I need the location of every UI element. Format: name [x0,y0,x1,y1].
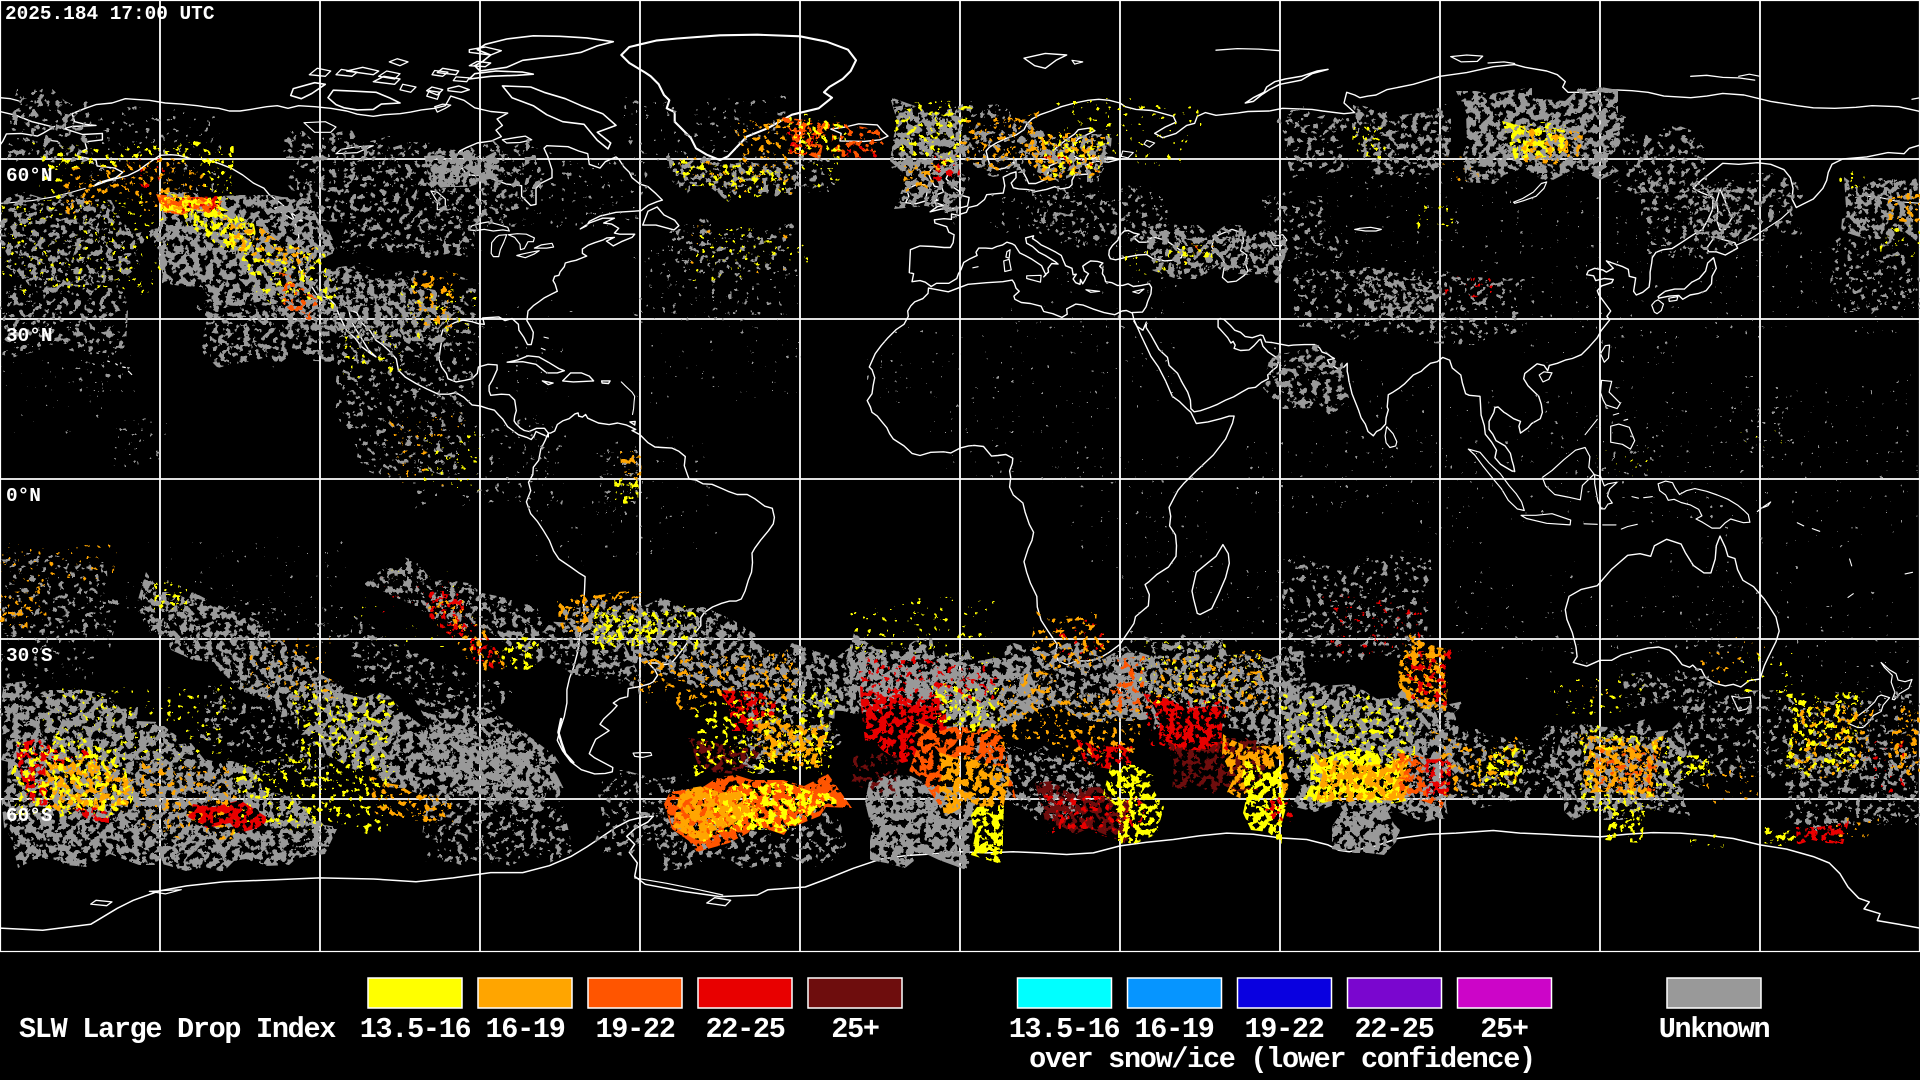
svg-text:over snow/ice (lower confidenc: over snow/ice (lower confidence) [1029,1043,1535,1076]
svg-text:22-25: 22-25 [705,1013,784,1046]
svg-text:25+: 25+ [1480,1013,1528,1046]
svg-text:16-19: 16-19 [1134,1013,1213,1046]
svg-text:60°S: 60°S [6,805,53,827]
svg-text:13.5-16: 13.5-16 [360,1013,471,1046]
svg-text:30°N: 30°N [6,325,53,347]
svg-text:Unknown: Unknown [1659,1013,1770,1046]
svg-text:16-19: 16-19 [485,1013,564,1046]
svg-text:13.5-16: 13.5-16 [1009,1013,1120,1046]
svg-text:19-22: 19-22 [1244,1013,1323,1046]
svg-text:30°S: 30°S [6,645,53,667]
svg-text:19-22: 19-22 [595,1013,674,1046]
svg-text:0°N: 0°N [6,485,41,507]
svg-text:60°N: 60°N [6,165,53,187]
svg-text:25+: 25+ [831,1013,879,1046]
svg-text:22-25: 22-25 [1354,1013,1433,1046]
svg-text:SLW Large Drop Index: SLW Large Drop Index [19,1013,336,1046]
svg-text:2025.184 17:00 UTC: 2025.184 17:00 UTC [5,3,215,25]
